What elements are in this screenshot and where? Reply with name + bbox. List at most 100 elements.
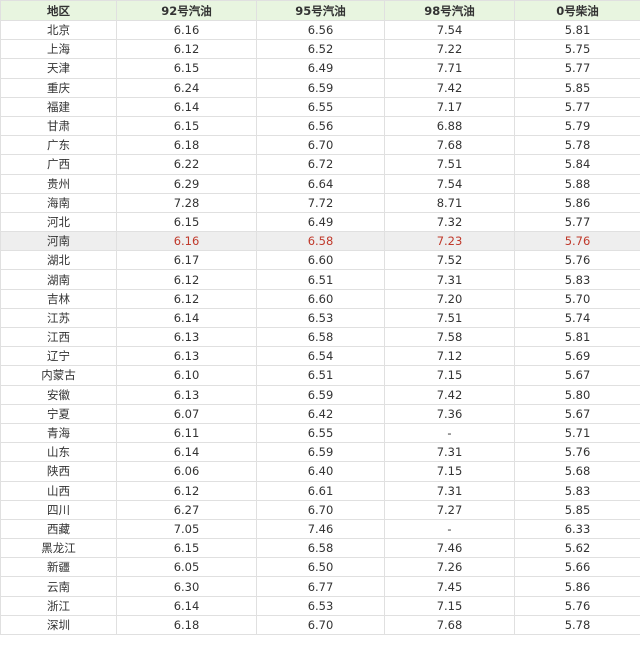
header-92-gasoline[interactable]: 92号汽油 [116, 0, 257, 21]
price-0-diesel-cell: 5.76 [514, 231, 640, 252]
table-row[interactable]: 江苏 6.14 6.53 7.51 5.74 [0, 307, 640, 329]
table-row[interactable]: 福建 6.14 6.55 7.17 5.77 [0, 96, 640, 117]
price-98-cell: 7.22 [384, 39, 515, 60]
table-row[interactable]: 湖北 6.17 6.60 7.52 5.76 [0, 250, 640, 271]
price-98-cell: 7.20 [384, 288, 515, 309]
region-cell: 海南 [0, 192, 117, 213]
table-row[interactable]: 宁夏 6.07 6.42 7.36 5.67 [0, 403, 640, 424]
price-98-cell: 7.52 [384, 250, 515, 271]
table-row[interactable]: 云南 6.30 6.77 7.45 5.86 [0, 576, 640, 597]
price-95-cell: 6.51 [256, 269, 385, 290]
header-98-gasoline[interactable]: 98号汽油 [384, 0, 515, 21]
table-row[interactable]: 黑龙江 6.15 6.58 7.46 5.62 [0, 538, 640, 559]
price-92-cell: 6.27 [116, 499, 257, 520]
region-cell: 河南 [0, 231, 117, 252]
region-cell: 云南 [0, 576, 117, 597]
price-98-cell: 7.42 [384, 77, 515, 98]
table-row[interactable]: 安徽 6.13 6.59 7.42 5.80 [0, 384, 640, 405]
price-92-cell: 6.18 [116, 614, 257, 636]
header-95-gasoline[interactable]: 95号汽油 [256, 0, 385, 21]
price-0-diesel-cell: 5.68 [514, 461, 640, 482]
table-row[interactable]: 广西 6.22 6.72 7.51 5.84 [0, 154, 640, 175]
price-92-cell: 6.15 [116, 115, 257, 137]
table-row[interactable]: 湖南 6.12 6.51 7.31 5.83 [0, 269, 640, 290]
table-row-highlighted[interactable]: 河南 6.16 6.58 7.23 5.76 [0, 231, 640, 252]
table-row[interactable]: 陕西 6.06 6.40 7.15 5.68 [0, 461, 640, 482]
table-row[interactable]: 浙江 6.14 6.53 7.15 5.76 [0, 595, 640, 616]
table-row[interactable]: 重庆 6.24 6.59 7.42 5.85 [0, 77, 640, 98]
region-cell: 安徽 [0, 384, 117, 405]
price-95-cell: 6.61 [256, 480, 385, 501]
table-row[interactable]: 山东 6.14 6.59 7.31 5.76 [0, 442, 640, 463]
price-95-cell: 6.40 [256, 461, 385, 482]
price-92-cell: 6.16 [116, 231, 257, 252]
price-98-cell: 7.15 [384, 595, 515, 616]
table-row[interactable]: 甘肃 6.15 6.56 6.88 5.79 [0, 115, 640, 137]
price-0-diesel-cell: 5.66 [514, 557, 640, 578]
price-95-cell: 6.64 [256, 173, 385, 194]
price-95-cell: 6.72 [256, 154, 385, 175]
price-98-cell: - [384, 518, 515, 540]
table-row[interactable]: 吉林 6.12 6.60 7.20 5.70 [0, 288, 640, 309]
header-region[interactable]: 地区 [0, 0, 117, 21]
price-98-cell: 7.58 [384, 326, 515, 348]
price-92-cell: 6.12 [116, 288, 257, 309]
table-row[interactable]: 河北 6.15 6.49 7.32 5.77 [0, 211, 640, 233]
price-98-cell: 7.12 [384, 346, 515, 367]
table-row[interactable]: 新疆 6.05 6.50 7.26 5.66 [0, 557, 640, 578]
table-row[interactable]: 天津 6.15 6.49 7.71 5.77 [0, 58, 640, 79]
table-row[interactable]: 上海 6.12 6.52 7.22 5.75 [0, 39, 640, 60]
header-0-diesel[interactable]: 0号柴油 [514, 0, 640, 21]
price-98-cell: 7.23 [384, 231, 515, 252]
table-row[interactable]: 贵州 6.29 6.64 7.54 5.88 [0, 173, 640, 194]
price-92-cell: 6.13 [116, 326, 257, 348]
region-cell: 河北 [0, 211, 117, 233]
region-cell: 辽宁 [0, 346, 117, 367]
table-row[interactable]: 北京 6.16 6.56 7.54 5.81 [0, 19, 640, 41]
table-row[interactable]: 深圳 6.18 6.70 7.68 5.78 [0, 614, 640, 636]
region-cell: 青海 [0, 422, 117, 444]
table-row[interactable]: 辽宁 6.13 6.54 7.12 5.69 [0, 346, 640, 367]
price-0-diesel-cell: 5.85 [514, 77, 640, 98]
price-98-cell: 7.31 [384, 480, 515, 501]
price-98-cell: 7.54 [384, 19, 515, 41]
price-95-cell: 6.55 [256, 422, 385, 444]
region-cell: 山东 [0, 442, 117, 463]
table-row[interactable]: 四川 6.27 6.70 7.27 5.85 [0, 499, 640, 520]
price-95-cell: 6.70 [256, 614, 385, 636]
price-0-diesel-cell: 5.70 [514, 288, 640, 309]
region-cell: 宁夏 [0, 403, 117, 424]
price-95-cell: 6.56 [256, 19, 385, 41]
price-0-diesel-cell: 5.80 [514, 384, 640, 405]
price-98-cell: 7.15 [384, 365, 515, 386]
price-92-cell: 6.11 [116, 422, 257, 444]
price-0-diesel-cell: 5.81 [514, 19, 640, 41]
table-row[interactable]: 青海 6.11 6.55-5.71 [0, 422, 640, 444]
price-92-cell: 6.17 [116, 250, 257, 271]
price-92-cell: 6.15 [116, 58, 257, 79]
region-cell: 浙江 [0, 595, 117, 616]
table-row[interactable]: 西藏 7.05 7.46-6.33 [0, 518, 640, 540]
price-98-cell: 7.45 [384, 576, 515, 597]
price-0-diesel-cell: 5.76 [514, 595, 640, 616]
table-body: 北京 6.16 6.56 7.54 5.81 上海 6.12 6.52 7.22 5.75 天津 6.… [0, 19, 640, 636]
price-92-cell: 6.12 [116, 39, 257, 60]
table-row[interactable]: 江西 6.13 6.58 7.58 5.81 [0, 326, 640, 348]
table-row[interactable]: 内蒙古 6.10 6.51 7.15 5.67 [0, 365, 640, 386]
price-98-cell: 7.42 [384, 384, 515, 405]
table-row[interactable]: 海南 7.28 7.72 8.71 5.86 [0, 192, 640, 213]
price-0-diesel-cell: 6.33 [514, 518, 640, 540]
region-cell: 广东 [0, 135, 117, 156]
price-92-cell: 6.12 [116, 480, 257, 501]
price-0-diesel-cell: 5.77 [514, 58, 640, 79]
table-header: 地区 92号汽油 95号汽油 98号汽油 0号柴油 [0, 0, 640, 21]
price-0-diesel-cell: 5.76 [514, 250, 640, 271]
price-0-diesel-cell: 5.85 [514, 499, 640, 520]
region-cell: 四川 [0, 499, 117, 520]
price-92-cell: 6.13 [116, 346, 257, 367]
table-row[interactable]: 山西 6.12 6.61 7.31 5.83 [0, 480, 640, 501]
table-row[interactable]: 广东 6.18 6.70 7.68 5.78 [0, 135, 640, 156]
price-95-cell: 6.54 [256, 346, 385, 367]
price-95-cell: 7.46 [256, 518, 385, 540]
price-92-cell: 6.24 [116, 77, 257, 98]
